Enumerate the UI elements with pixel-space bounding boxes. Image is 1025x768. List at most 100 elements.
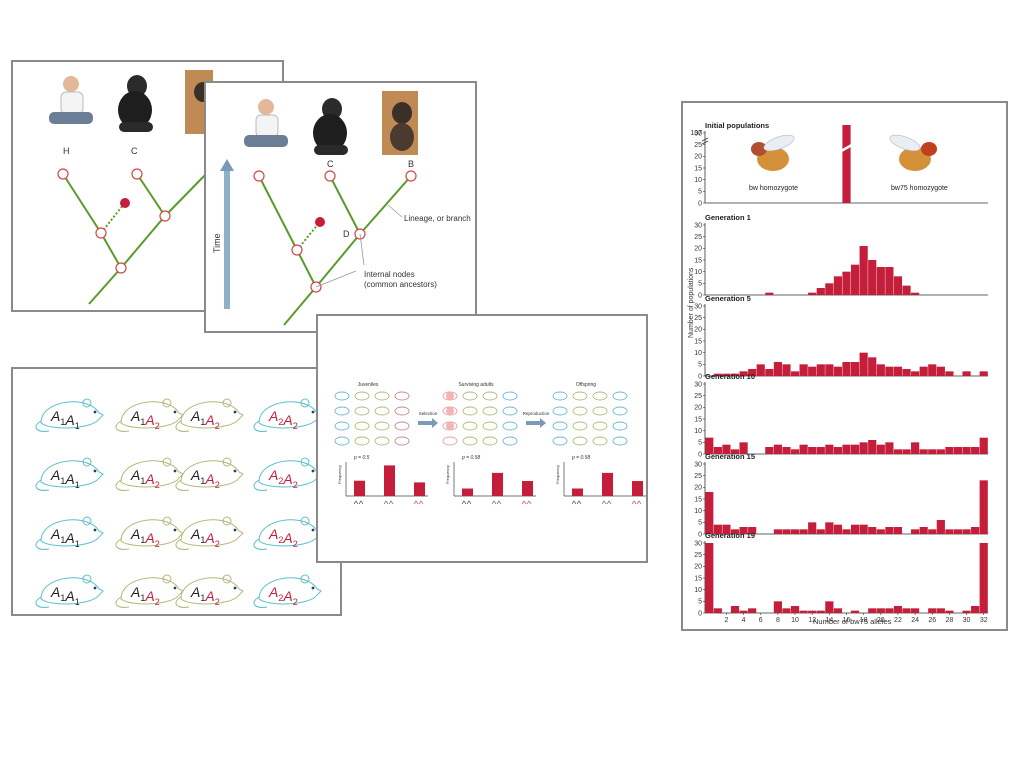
mouse-tail — [253, 420, 268, 432]
histogram-title: Generation 19 — [705, 531, 755, 540]
histogram-bar — [919, 527, 928, 534]
genotype-label: A1A2 — [190, 526, 220, 549]
histogram-bar — [919, 449, 928, 454]
histogram-bar — [911, 371, 920, 376]
leader-lines — [315, 204, 403, 288]
selection-svg: Juveniles p = 0.5 Frequency Surviving adult… — [334, 382, 646, 505]
organism-token — [572, 436, 588, 446]
y-tick-label: 10 — [694, 177, 702, 184]
histogram-bar — [979, 480, 988, 534]
organism-token — [552, 391, 568, 401]
genotype-label: A1A2 — [130, 584, 160, 607]
histogram-bar — [816, 610, 825, 613]
y-tick-label: 30 — [694, 540, 702, 547]
organism-token — [462, 391, 478, 401]
mouse-genotype-2-1: A1A2 — [115, 516, 184, 550]
mouse-ear — [162, 457, 172, 467]
mouse-eye — [311, 528, 315, 532]
histogram-bar — [722, 524, 731, 534]
histogram-bar — [859, 352, 868, 376]
x-tick-label: 20 — [877, 617, 885, 624]
histogram-bar — [962, 610, 971, 613]
histogram-bar — [928, 529, 937, 534]
organism-token — [374, 391, 390, 401]
mouse-outline — [180, 519, 244, 547]
extinct-lineage — [296, 222, 320, 251]
histogram-bar — [799, 529, 808, 534]
x-tick-label: 32 — [980, 617, 988, 624]
histogram-bar — [859, 246, 868, 295]
phylogeny-back-svg: H C — [49, 70, 213, 305]
y-tick-label: 0 — [698, 531, 702, 538]
histogram-bar — [722, 444, 731, 454]
organism-token — [612, 391, 628, 401]
histogram-bar — [885, 527, 894, 534]
removed-token — [446, 422, 454, 430]
histogram-bar — [705, 492, 714, 534]
y-tick-label: 25 — [694, 234, 702, 241]
histogram-bar — [713, 524, 722, 534]
histogram-bar — [825, 444, 834, 454]
histogram-bar — [842, 362, 851, 376]
mouse-tail — [253, 538, 268, 550]
histogram-bar — [773, 362, 782, 376]
histogram-bar — [808, 522, 817, 534]
genotype-glyph — [521, 500, 532, 505]
histogram-bar — [876, 529, 885, 534]
mouse-tail — [175, 479, 190, 491]
mouse-genotype-0-0: A1A1 — [35, 398, 104, 432]
x-tick-label: 28 — [946, 617, 954, 624]
genotype-label: A1A2 — [130, 467, 160, 490]
mouse-tail — [115, 420, 130, 432]
mouse-ear — [222, 574, 232, 584]
histogram-bar — [902, 608, 911, 613]
label-b: B — [408, 159, 414, 169]
mouse-outline — [40, 519, 104, 547]
x-tick-label: 26 — [928, 617, 936, 624]
histogram-bar — [876, 608, 885, 613]
mouse-genotype-2-3: A2A2 — [253, 516, 322, 550]
organism-token — [374, 436, 390, 446]
histogram-bar — [833, 276, 843, 295]
process-arrow — [526, 418, 546, 428]
organism-token — [552, 406, 568, 416]
mice-grid-svg: A1A1 A1A2 A1A2 A2A2 A1A1 A1A2 A1A2 A2A2 A1A1 A1A2… — [35, 398, 322, 608]
drift-xlabel: Number of bw75 alleles — [813, 617, 892, 626]
histogram-bar — [782, 447, 791, 454]
histogram-bar — [730, 529, 740, 534]
branch-label: Lineage, or branch — [404, 214, 471, 223]
mouse-genotype-1-1: A1A2 — [115, 457, 184, 491]
process-arrow-label: Reproduction — [523, 411, 550, 416]
histogram-bar — [893, 527, 903, 534]
histogram-bar — [790, 606, 800, 613]
mouse-eye — [233, 469, 237, 473]
organism-token — [462, 436, 478, 446]
histogram-bar — [825, 283, 834, 295]
organism-token — [572, 421, 588, 431]
histogram-bar — [850, 524, 860, 534]
organism-token — [592, 436, 608, 446]
histogram-bar — [936, 520, 945, 534]
axis-break-mark — [840, 143, 853, 153]
y-tick-label: 25 — [694, 473, 702, 480]
bonobo-photo — [382, 91, 418, 155]
organism-token — [502, 406, 518, 416]
histogram-bar — [833, 524, 843, 534]
axis-break-mark — [701, 137, 709, 145]
human-photo — [49, 76, 93, 124]
mouse-genotype-1-3: A2A2 — [253, 457, 322, 491]
histogram-bar — [808, 292, 817, 295]
genotype-label: A1A1 — [50, 584, 80, 607]
histogram-bar — [859, 442, 868, 454]
histogram-bar — [816, 529, 825, 534]
chimpanzee-photo — [118, 75, 153, 132]
y-tick-label: 0 — [698, 373, 702, 380]
x-tick-label: 2 — [724, 617, 728, 624]
genotype-glyph — [631, 500, 642, 505]
histogram-bar — [971, 606, 980, 613]
organism-token — [502, 436, 518, 446]
